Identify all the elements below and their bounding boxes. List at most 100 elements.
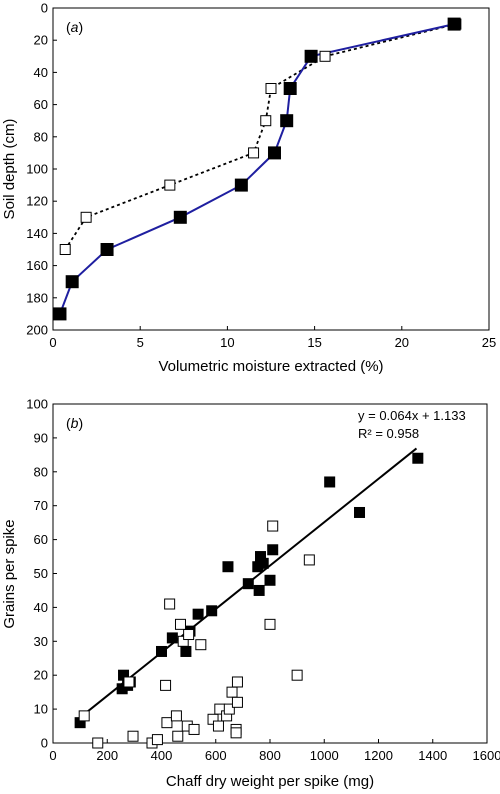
y-tick-label-b: 30 bbox=[34, 634, 48, 649]
data-point-filled-a bbox=[173, 210, 187, 224]
series-a bbox=[53, 17, 462, 321]
x-tick-label-b: 1000 bbox=[310, 748, 339, 763]
data-point-filled-a bbox=[53, 307, 67, 321]
axes-b: 0 200 400 600 800 1000 1200 1400 1600 0 10 20 30 40 50… bbox=[26, 397, 500, 764]
data-point-open-b bbox=[231, 696, 243, 708]
y-tick-label-a: 20 bbox=[34, 33, 48, 48]
data-point-filled-b bbox=[156, 645, 167, 657]
data-point-open-b bbox=[92, 737, 104, 749]
data-point-filled-a bbox=[100, 243, 114, 256]
data-point-filled-a bbox=[65, 275, 79, 289]
data-point-open-b bbox=[291, 669, 303, 681]
y-tick-label-b: 70 bbox=[34, 498, 48, 513]
y-tick-label-a: 160 bbox=[26, 258, 48, 273]
data-point-open-b bbox=[183, 629, 195, 641]
data-point-open-a bbox=[260, 115, 272, 127]
y-tick-label-a: 60 bbox=[34, 97, 48, 112]
series-line-filled-a bbox=[59, 23, 455, 315]
y-tick-label-a: 120 bbox=[26, 194, 48, 209]
data-point-open-a bbox=[248, 147, 260, 159]
y-tick-label-b: 80 bbox=[34, 464, 48, 479]
data-point-open-b bbox=[195, 639, 207, 651]
x-tick-label-a: 20 bbox=[395, 335, 409, 350]
data-point-open-b bbox=[188, 723, 200, 735]
y-tick-label-a: 40 bbox=[34, 65, 48, 80]
data-point-open-a bbox=[80, 211, 92, 223]
series-b bbox=[74, 447, 424, 749]
y-tick-label-a: 140 bbox=[26, 226, 48, 241]
y-tick-label-b: 40 bbox=[34, 600, 48, 615]
x-axis-label-a: Volumetric moisture extracted (%) bbox=[158, 358, 383, 375]
x-tick-label-b: 600 bbox=[205, 748, 227, 763]
data-point-open-b bbox=[123, 676, 135, 688]
data-point-open-b bbox=[231, 676, 243, 688]
plot-frame-a bbox=[52, 7, 490, 331]
x-tick-label-a: 5 bbox=[137, 335, 144, 350]
data-point-open-b bbox=[78, 710, 90, 722]
x-tick-label-b: 200 bbox=[96, 748, 118, 763]
data-point-filled-b bbox=[180, 645, 192, 657]
data-point-filled-b bbox=[324, 476, 336, 488]
x-tick-label-a: 10 bbox=[220, 335, 234, 350]
x-tick-label-b: 1200 bbox=[364, 748, 393, 763]
data-point-filled-b bbox=[257, 557, 269, 569]
y-tick-label-b: 50 bbox=[34, 566, 48, 581]
data-point-open-b bbox=[161, 717, 173, 729]
y-tick-label-a: 80 bbox=[34, 129, 48, 144]
data-point-open-b bbox=[164, 598, 176, 610]
data-point-filled-b bbox=[354, 506, 366, 518]
data-point-open-b bbox=[267, 520, 279, 532]
x-tick-label-b: 400 bbox=[151, 748, 173, 763]
y-tick-label-a: 0 bbox=[41, 1, 48, 16]
x-tick-label-b: 1400 bbox=[418, 748, 447, 763]
y-tick-label-b: 20 bbox=[34, 668, 48, 683]
data-point-filled-b bbox=[222, 561, 234, 573]
panel-label-a: (a) bbox=[66, 19, 83, 35]
data-point-filled-b bbox=[264, 574, 276, 586]
fit-equation: y = 0.064x + 1.133 bbox=[358, 408, 466, 423]
panel-label-b: (b) bbox=[66, 415, 83, 431]
data-point-filled-a bbox=[283, 82, 297, 95]
data-point-open-b bbox=[223, 703, 235, 715]
data-point-filled-b bbox=[267, 544, 279, 556]
data-point-filled-a bbox=[304, 49, 318, 63]
data-point-filled-a bbox=[447, 17, 461, 31]
axes-a: 0 5 10 15 20 25 0 20 40 60 80 100 120 140 160 180 200 bbox=[26, 1, 496, 351]
y-tick-label-b: 100 bbox=[26, 397, 48, 412]
x-axis-label-b: Chaff dry weight per spike (mg) bbox=[166, 773, 374, 790]
y-tick-label-b: 90 bbox=[34, 430, 48, 445]
y-tick-label-a: 100 bbox=[26, 162, 48, 177]
data-point-filled-a bbox=[234, 178, 248, 192]
x-tick-label-b: 800 bbox=[259, 748, 281, 763]
data-point-open-b bbox=[151, 734, 163, 746]
x-tick-label-b: 1600 bbox=[473, 748, 500, 763]
data-point-open-b bbox=[170, 710, 182, 722]
data-point-open-b bbox=[212, 720, 224, 732]
data-point-filled-a bbox=[267, 146, 281, 160]
data-point-filled-a bbox=[280, 114, 294, 128]
data-point-open-a bbox=[265, 83, 277, 94]
x-tick-label-a: 0 bbox=[49, 335, 56, 350]
data-point-filled-b bbox=[242, 578, 254, 590]
data-point-open-b bbox=[172, 730, 184, 742]
y-tick-label-b: 0 bbox=[41, 736, 48, 751]
y-tick-label-a: 200 bbox=[26, 323, 48, 338]
y-tick-label-a: 180 bbox=[26, 290, 48, 305]
data-point-open-b bbox=[127, 730, 139, 742]
data-point-open-b bbox=[264, 618, 276, 630]
x-tick-label-b: 0 bbox=[49, 748, 56, 763]
chart-panel-b: 0 200 400 600 800 1000 1200 1400 1600 0 10 20 30 40 50… bbox=[1, 397, 500, 791]
data-point-filled-b bbox=[253, 584, 265, 596]
data-point-open-b bbox=[230, 727, 242, 739]
data-point-open-a bbox=[164, 179, 176, 191]
data-point-open-a bbox=[319, 50, 331, 62]
data-point-filled-b bbox=[192, 608, 204, 620]
data-point-open-b bbox=[174, 618, 186, 630]
data-point-open-b bbox=[226, 686, 238, 698]
data-point-open-a bbox=[59, 244, 71, 255]
y-tick-label-b: 60 bbox=[34, 532, 48, 547]
y-axis-label-b: Grains per spike bbox=[1, 519, 18, 628]
chart-panel-a: 0 5 10 15 20 25 0 20 40 60 80 100 120 140 160 180 200 (a… bbox=[1, 1, 496, 376]
x-tick-label-a: 15 bbox=[307, 335, 321, 350]
